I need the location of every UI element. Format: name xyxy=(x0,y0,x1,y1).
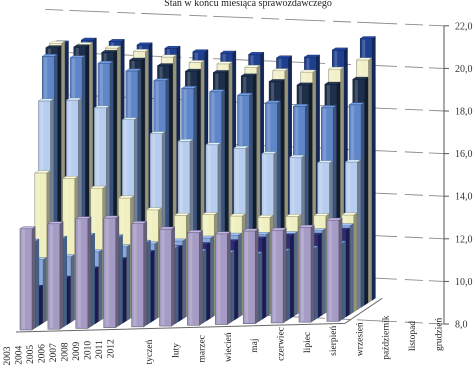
category-label-6: czerwiec xyxy=(277,327,287,361)
bar-2012-4 xyxy=(103,215,120,329)
bar-2012-8 xyxy=(214,231,232,325)
gridline xyxy=(45,9,445,27)
floor-edge xyxy=(15,297,383,333)
category-label-12: grudzień xyxy=(434,318,444,351)
category-label-7: lipiec xyxy=(303,332,313,353)
series-label-2003: 2003 xyxy=(3,346,13,365)
y-tick-label: 18,0 xyxy=(455,107,473,118)
series-label-2006: 2006 xyxy=(38,344,48,363)
bar-2012-7 xyxy=(186,230,204,326)
series-label-2011: 2011 xyxy=(95,340,105,359)
y-tick-label: 12,0 xyxy=(455,234,473,245)
y-tick-label: 14,0 xyxy=(455,192,473,203)
y-tick-label: 20,0 xyxy=(455,64,473,75)
series-label-2008: 2008 xyxy=(61,342,71,361)
bar-2012-12 xyxy=(326,217,343,322)
category-label-1: tyczeń xyxy=(145,339,155,364)
series-label-2007: 2007 xyxy=(49,343,59,362)
series-label-2005: 2005 xyxy=(26,345,36,364)
category-label-9: wrzesień xyxy=(355,322,365,356)
bar-2012-2 xyxy=(47,221,64,330)
series-label-2009: 2009 xyxy=(72,341,82,360)
y-tick-label: 16,0 xyxy=(455,149,473,160)
category-label-8: sierpień xyxy=(329,326,339,356)
series-label-2004: 2004 xyxy=(15,345,25,364)
bar-2012-11 xyxy=(298,224,315,323)
y-tick-label: 8,0 xyxy=(455,320,468,331)
category-label-4: wiecień xyxy=(224,332,234,362)
category-label-3: marzec xyxy=(198,335,208,362)
chart-title: Stan w końcu miesiąca sprawozdawczego xyxy=(164,0,332,9)
series-label-2010: 2010 xyxy=(84,341,94,360)
gridline xyxy=(45,51,445,69)
series-label-2012: 2012 xyxy=(107,339,117,358)
category-label-2: luty xyxy=(171,343,181,358)
category-label-10: październik xyxy=(382,315,392,360)
bars xyxy=(19,36,377,331)
bar-2012-5 xyxy=(130,221,148,328)
bar-2012-9 xyxy=(242,228,260,325)
y-tick-label: 10,0 xyxy=(455,277,473,288)
bar-2012-3 xyxy=(75,216,92,329)
bar-2012-6 xyxy=(158,226,176,327)
category-label-11: listopad xyxy=(408,321,418,351)
y-tick-label: 22,0 xyxy=(455,21,473,32)
category-label-5: maj xyxy=(250,338,260,352)
bar-2012-1 xyxy=(19,226,36,331)
axes xyxy=(15,25,449,333)
bar-2012-10 xyxy=(270,227,287,324)
